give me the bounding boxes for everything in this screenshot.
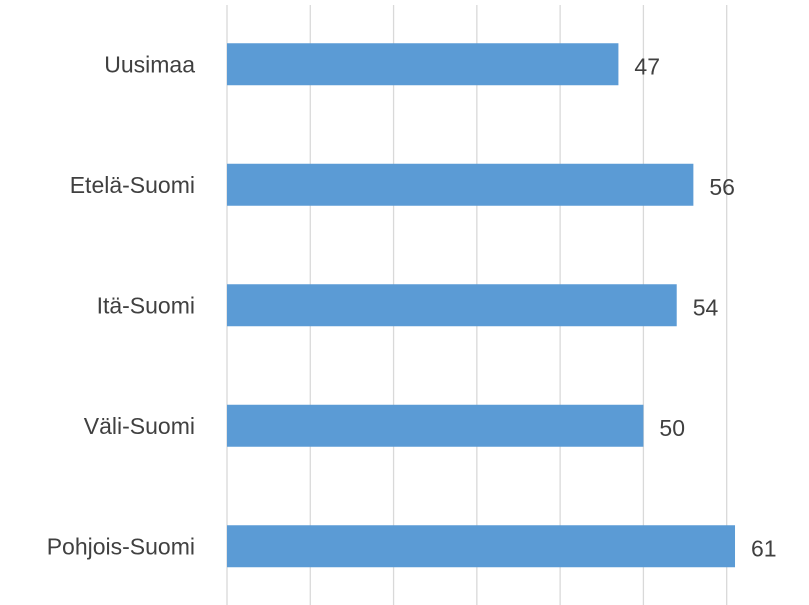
- y-tick-label: Väli-Suomi: [84, 413, 195, 439]
- value-label: 47: [634, 53, 660, 79]
- bar: [227, 163, 694, 206]
- value-label: 50: [659, 415, 685, 441]
- bar: [227, 404, 644, 447]
- value-label: 54: [693, 294, 719, 320]
- bar: [227, 43, 619, 86]
- bar: [227, 525, 736, 568]
- y-tick-label: Etelä-Suomi: [70, 172, 195, 198]
- y-tick-label: Itä-Suomi: [97, 292, 195, 318]
- bar: [227, 284, 677, 327]
- y-tick-label: Pohjois-Suomi: [47, 533, 195, 559]
- value-label: 61: [751, 535, 777, 561]
- value-label: 56: [709, 174, 735, 200]
- y-tick-label: Uusimaa: [104, 51, 195, 77]
